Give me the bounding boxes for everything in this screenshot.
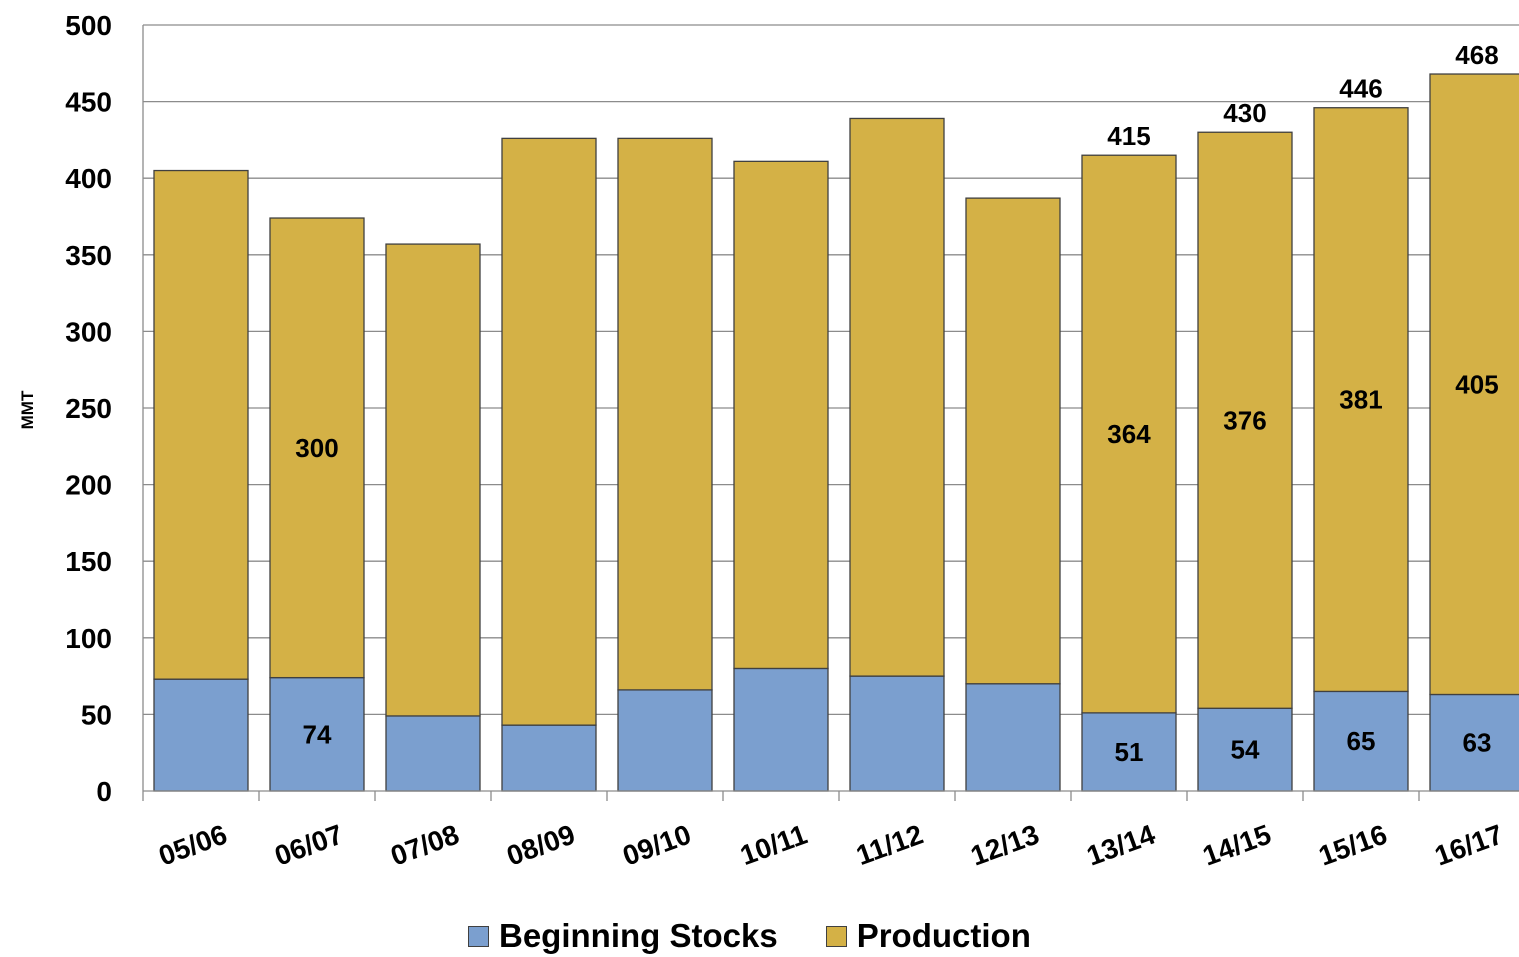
data-label-production: 300: [295, 433, 338, 463]
y-tick-label: 300: [65, 316, 112, 347]
bar-beginning-stocks: [1197, 707, 1293, 792]
bar-beginning-stocks: [153, 678, 249, 792]
x-tick-label: 06/07: [271, 819, 347, 872]
bar-production: [733, 160, 829, 670]
bar-production: [269, 217, 365, 679]
x-tick-label: 10/11: [736, 819, 811, 872]
x-tick-label: 05/06: [155, 819, 231, 872]
data-label-total: 415: [1107, 121, 1150, 151]
bars: [153, 73, 1519, 792]
data-labels: 74 300 51 364 415 54 376 430 65 381 446 63 405 468: [295, 40, 1498, 767]
bar-production: [1313, 107, 1409, 693]
bar-beginning-stocks: [385, 715, 481, 792]
x-tick-label: 12/13: [967, 819, 1043, 872]
bar-beginning-stocks: [733, 667, 829, 792]
data-label-total: 430: [1223, 98, 1266, 128]
data-label-beginning-stocks: 65: [1347, 726, 1376, 756]
x-tick-label: 08/09: [503, 819, 579, 872]
data-label-beginning-stocks: 51: [1115, 737, 1144, 767]
bar-beginning-stocks: [1313, 690, 1409, 792]
data-label-production: 376: [1223, 405, 1266, 435]
bar-production: [1081, 154, 1177, 714]
legend-item-beginning-stocks: Beginning Stocks: [468, 917, 778, 955]
y-tick-label: 200: [65, 470, 112, 501]
bar-beginning-stocks: [1429, 693, 1519, 792]
bar-beginning-stocks: [617, 689, 713, 792]
bar-production: [617, 137, 713, 691]
data-label-production: 405: [1455, 369, 1498, 399]
bar-production: [1197, 131, 1293, 709]
bar-production: [501, 137, 597, 726]
data-label-total: 468: [1455, 40, 1498, 70]
stacked-bar-chart: 0 50 100 150 200 250 300 350 400 450 500 05/06 06/07…: [18, 10, 1519, 872]
bar-beginning-stocks: [965, 683, 1061, 792]
legend-swatch-beginning-stocks: [468, 925, 489, 947]
x-tick-label: 09/10: [619, 819, 695, 872]
data-label-beginning-stocks: 74: [303, 719, 332, 749]
y-tick-label: 150: [65, 546, 112, 577]
x-tick-label: 07/08: [387, 819, 463, 872]
y-tick-label: 500: [65, 10, 112, 41]
data-label-total: 446: [1339, 74, 1382, 104]
y-tick-label: 250: [65, 393, 112, 424]
x-tick-label: 15/16: [1315, 819, 1391, 872]
x-tick-label: 11/12: [852, 819, 927, 872]
y-tick-label: 350: [65, 240, 112, 271]
data-label-beginning-stocks: 54: [1231, 735, 1260, 765]
data-label-production: 364: [1107, 419, 1151, 449]
legend-item-production: Production: [825, 917, 1031, 955]
bar-beginning-stocks: [849, 675, 945, 792]
gridlines: [143, 24, 1519, 716]
bar-production: [1429, 73, 1519, 696]
legend-label-beginning-stocks: Beginning Stocks: [499, 917, 778, 954]
y-tick-label: 0: [96, 776, 112, 807]
bar-beginning-stocks: [501, 724, 597, 792]
bar-production: [153, 169, 249, 680]
bar-production: [385, 243, 481, 717]
x-tick-label: 14/15: [1199, 819, 1275, 872]
x-tick-label: 16/17: [1431, 819, 1507, 872]
legend: Beginning Stocks Production: [468, 916, 1079, 956]
y-tick-label: 50: [81, 699, 112, 730]
data-label-production: 381: [1339, 385, 1382, 415]
bar-production: [965, 197, 1061, 685]
y-tick-label: 100: [65, 623, 112, 654]
legend-label-production: Production: [856, 917, 1031, 954]
bar-production: [849, 117, 945, 677]
y-tick-label: 450: [65, 87, 112, 118]
legend-swatch-production: [825, 925, 847, 947]
y-axis-title: MMT: [18, 390, 37, 429]
y-tick-label: 400: [65, 163, 112, 194]
data-label-beginning-stocks: 63: [1463, 728, 1492, 758]
x-tick-label: 13/14: [1083, 818, 1160, 871]
